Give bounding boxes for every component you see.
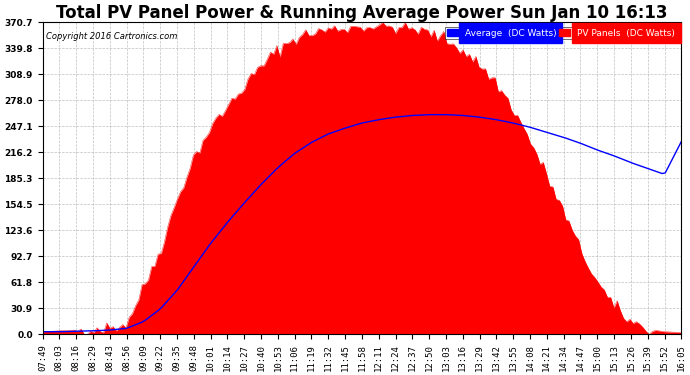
- Text: Copyright 2016 Cartronics.com: Copyright 2016 Cartronics.com: [46, 32, 177, 41]
- Legend: Average  (DC Watts), PV Panels  (DC Watts): Average (DC Watts), PV Panels (DC Watts): [445, 27, 677, 39]
- Title: Total PV Panel Power & Running Average Power Sun Jan 10 16:13: Total PV Panel Power & Running Average P…: [56, 4, 668, 22]
